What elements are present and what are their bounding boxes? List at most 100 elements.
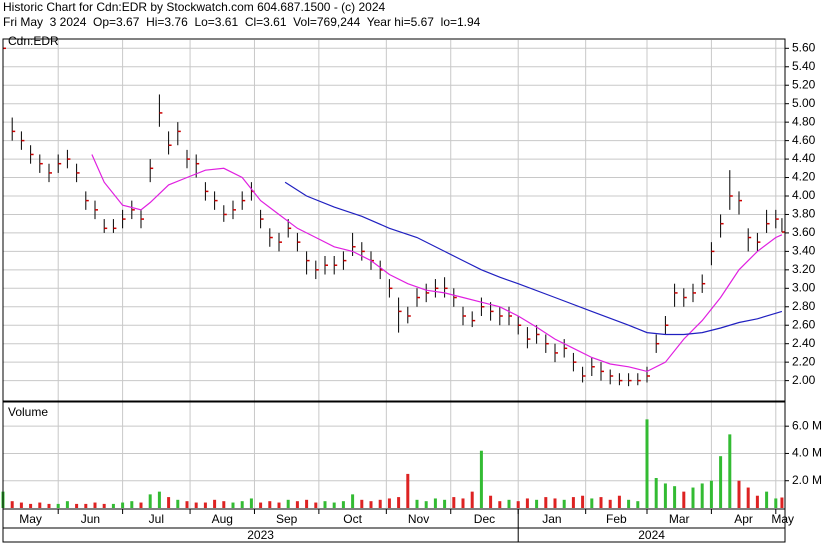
volume-bar bbox=[167, 497, 171, 508]
volume-bar bbox=[553, 498, 557, 508]
x-tick-label: Aug bbox=[212, 512, 233, 526]
volume-bar bbox=[277, 502, 281, 508]
y2-tick-label: 2.0 M bbox=[792, 473, 822, 487]
y-tick-label: 2.00 bbox=[792, 373, 816, 387]
volume-bar bbox=[341, 501, 345, 508]
volume-bar bbox=[305, 499, 309, 508]
volume-bar bbox=[139, 502, 143, 508]
x-tick-label: May bbox=[19, 512, 42, 526]
volume-bar bbox=[38, 502, 42, 508]
volume-label: Volume bbox=[8, 405, 48, 419]
x-tick-label: Jan bbox=[542, 512, 561, 526]
volume-bar bbox=[627, 499, 631, 508]
volume-bar bbox=[581, 495, 585, 508]
volume-bar bbox=[617, 495, 621, 508]
volume-bar bbox=[691, 487, 695, 508]
volume-bar bbox=[295, 501, 299, 508]
volume-bar bbox=[259, 502, 263, 508]
volume-bar bbox=[599, 497, 603, 508]
y-tick-label: 4.60 bbox=[792, 133, 816, 147]
year-label: 2023 bbox=[247, 528, 274, 542]
volume-bar bbox=[443, 499, 447, 508]
volume-bar bbox=[571, 497, 575, 508]
volume-bar bbox=[682, 491, 686, 508]
x-tick-label: Jul bbox=[149, 512, 164, 526]
volume-bar bbox=[249, 498, 253, 508]
volume-bar bbox=[111, 503, 115, 508]
volume-bar bbox=[424, 501, 428, 508]
chart-subtitle: Fri May 3 2024 Op=3.67 Hi=3.76 Lo=3.61 C… bbox=[3, 15, 481, 29]
volume-bar bbox=[535, 499, 539, 508]
volume-bar bbox=[654, 478, 658, 508]
y-tick-label: 3.00 bbox=[792, 280, 816, 294]
y-tick-label: 4.40 bbox=[792, 151, 816, 165]
y-tick-label: 2.80 bbox=[792, 299, 816, 313]
x-tick-label: Mar bbox=[669, 512, 690, 526]
y-tick-label: 2.60 bbox=[792, 317, 816, 331]
volume-bar bbox=[56, 503, 60, 508]
volume-bar bbox=[65, 501, 69, 508]
y-tick-label: 5.00 bbox=[792, 96, 816, 110]
volume-bar bbox=[507, 499, 511, 508]
volume-bar bbox=[10, 501, 14, 508]
volume-bar bbox=[489, 495, 493, 508]
y-tick-label: 3.40 bbox=[792, 244, 816, 258]
volume-bar bbox=[645, 419, 649, 508]
y2-tick-label: 6.0 M bbox=[792, 418, 822, 432]
plot-layer: 2.00 2.20 2.40 2.60 2.80 3.00 3.20 3.40 3.60 3.80… bbox=[1, 40, 822, 542]
volume-bar bbox=[19, 502, 23, 508]
volume-bar bbox=[774, 498, 778, 508]
volume-bar bbox=[130, 501, 134, 508]
volume-bar bbox=[755, 495, 759, 508]
volume-bar bbox=[479, 450, 483, 508]
volume-bar bbox=[332, 502, 336, 508]
volume-bar bbox=[636, 501, 640, 508]
volume-bar bbox=[780, 497, 784, 508]
symbol-label: Cdn:EDR bbox=[8, 34, 59, 48]
y-tick-label: 2.40 bbox=[792, 336, 816, 350]
volume-bar bbox=[415, 499, 419, 508]
volume-bar bbox=[498, 501, 502, 508]
volume-bar bbox=[314, 502, 318, 508]
volume-bar bbox=[102, 503, 106, 508]
volume-bar bbox=[673, 486, 677, 508]
volume-bar bbox=[176, 499, 180, 508]
y-tick-label: 3.60 bbox=[792, 225, 816, 239]
moving-average bbox=[284, 181, 783, 336]
volume-bar bbox=[470, 491, 474, 508]
chart-title: Historic Chart for Cdn:EDR by Stockwatch… bbox=[3, 0, 385, 14]
volume-bar bbox=[268, 501, 272, 508]
volume-bar bbox=[286, 499, 290, 508]
x-tick-label: Apr bbox=[734, 512, 753, 526]
volume-bar bbox=[406, 473, 410, 508]
x-tick-label: Feb bbox=[606, 512, 627, 526]
price-frame bbox=[2, 38, 786, 402]
volume-bar bbox=[608, 499, 612, 508]
volume-bar bbox=[369, 501, 373, 508]
y-tick-label: 3.80 bbox=[792, 207, 816, 221]
volume-bar bbox=[121, 502, 125, 508]
x-tick-label: Nov bbox=[408, 512, 429, 526]
date-frame bbox=[2, 508, 786, 543]
volume-bar bbox=[29, 503, 33, 508]
x-tick-label: May bbox=[771, 512, 794, 526]
volume-bar bbox=[194, 502, 198, 508]
year-label: 2024 bbox=[638, 528, 665, 542]
y-tick-label: 2.20 bbox=[792, 354, 816, 368]
volume-bar bbox=[387, 498, 391, 508]
x-tick-label: Oct bbox=[343, 512, 362, 526]
volume-bar bbox=[709, 480, 713, 508]
volume-bar bbox=[240, 501, 244, 508]
volume-bar bbox=[360, 499, 364, 508]
y-tick-label: 4.20 bbox=[792, 170, 816, 184]
volume-bar bbox=[222, 501, 226, 508]
volume-bar bbox=[525, 498, 529, 508]
y-tick-label: 5.20 bbox=[792, 77, 816, 91]
y-tick-label: 3.20 bbox=[792, 262, 816, 276]
volume-bar bbox=[231, 502, 235, 508]
x-tick-label: Sep bbox=[276, 512, 298, 526]
moving-average bbox=[91, 154, 783, 373]
volume-bar bbox=[590, 498, 594, 508]
